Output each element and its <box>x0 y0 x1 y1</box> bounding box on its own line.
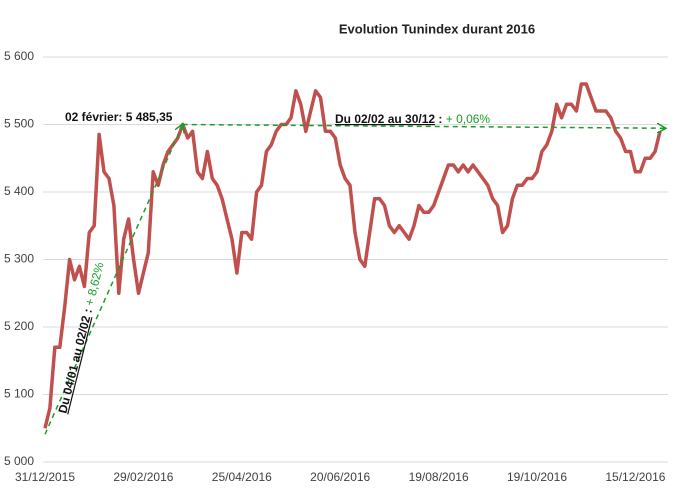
plot <box>43 82 665 435</box>
y-tick-label: 5 400 <box>4 184 34 198</box>
x-tick-label: 20/06/2016 <box>310 470 370 484</box>
peak-annotation: 02 février: 5 485,35 <box>65 110 173 124</box>
separator: : <box>435 112 446 126</box>
y-tick-label: 5 000 <box>4 454 34 468</box>
y-tick-label: 5 200 <box>4 319 34 333</box>
x-tick-label: 31/12/2015 <box>15 470 75 484</box>
x-tick-label: 25/04/2016 <box>212 470 272 484</box>
trend-arrow <box>44 125 183 435</box>
separator: : <box>80 304 96 318</box>
y-tick-label: 5 500 <box>4 117 34 131</box>
period-annotation: Du 04/01 au 02/02 : + 8,62% <box>56 261 107 415</box>
y-tick-label: 5 100 <box>4 387 34 401</box>
x-tick-label: 29/02/2016 <box>113 470 173 484</box>
series-line <box>43 82 662 429</box>
y-tick-label: 5 600 <box>4 49 34 63</box>
x-tick-label: 19/10/2016 <box>507 470 567 484</box>
x-tick-label: 15/12/2016 <box>605 470 665 484</box>
period-annotation: Du 02/02 au 30/12 : + 0,06% <box>335 112 490 126</box>
x-tick-label: 19/08/2016 <box>409 470 469 484</box>
chart-title: Evolution Tunindex durant 2016 <box>339 21 535 36</box>
y-tick-label: 5 300 <box>4 252 34 266</box>
change: + 0,06% <box>446 112 491 126</box>
period: Du 02/02 au 30/12 <box>335 112 435 126</box>
